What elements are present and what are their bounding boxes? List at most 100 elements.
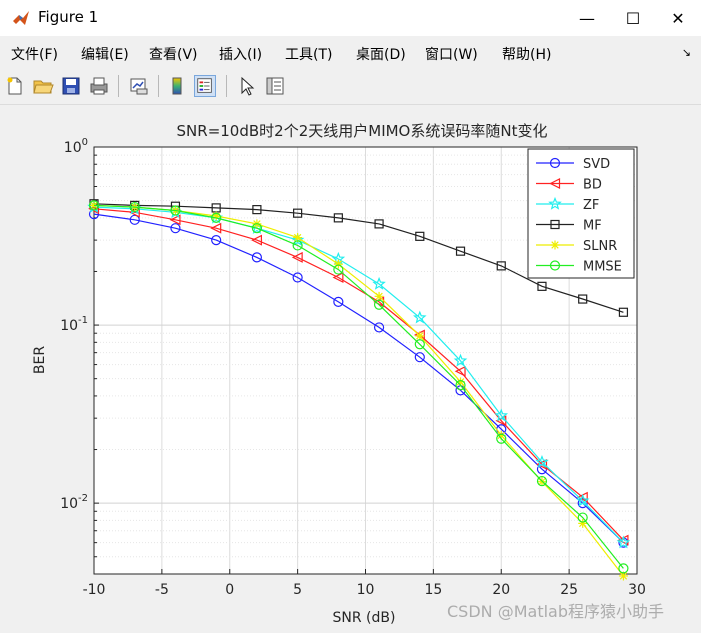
x-tick-label: -5: [155, 582, 169, 598]
data-point: [333, 296, 344, 307]
maximize-button[interactable]: ☐: [625, 8, 641, 28]
toolbar-separator: [118, 75, 119, 97]
x-tick-label: 20: [492, 582, 510, 598]
pointer-icon[interactable]: [236, 75, 258, 97]
legend-item-mf: MF: [536, 219, 602, 234]
y-tick-label: 10-2: [60, 493, 88, 512]
legend-icon[interactable]: [194, 75, 216, 97]
data-point: [293, 233, 303, 243]
menu-tools[interactable]: 工具(T): [285, 47, 333, 63]
y-tick-label: 10-1: [60, 315, 88, 334]
data-point: [415, 231, 425, 241]
data-point: [496, 433, 507, 444]
series-mmse: [88, 200, 629, 574]
ber-chart: -10 -5 0 5 10 15 20 25 30 100 10-1 10-2 SNR=10dB时2个…: [32, 122, 646, 626]
data-point: [494, 408, 509, 422]
menu-window[interactable]: 窗口(W): [425, 47, 478, 63]
data-point: [414, 352, 425, 363]
series-line-bd: [93, 208, 624, 541]
close-button[interactable]: ✕: [671, 8, 685, 28]
menu-edit[interactable]: 编辑(E): [81, 47, 129, 63]
x-tick-label: 10: [357, 582, 375, 598]
toolbar-separator: [226, 75, 227, 97]
data-point: [170, 205, 181, 216]
legend-item-mmse: MMSE: [536, 260, 622, 275]
x-tick-label: 30: [628, 582, 646, 598]
series-line-mf: [93, 203, 624, 313]
matlab-logo-icon: [13, 11, 29, 25]
data-point: [211, 211, 221, 221]
data-point: [251, 234, 262, 246]
window-title: Figure 1: [38, 8, 99, 26]
data-point: [129, 214, 140, 225]
data-point: [456, 377, 466, 387]
series-group: [87, 199, 631, 581]
toolbar: [0, 68, 701, 105]
data-point: [170, 223, 181, 234]
data-point: [292, 272, 303, 283]
legend-item-bd: BD: [536, 178, 602, 193]
data-point: [372, 276, 386, 290]
data-point: [536, 475, 548, 487]
data-point: [373, 322, 385, 333]
data-point: [251, 223, 262, 234]
legend-label: SVD: [583, 157, 610, 172]
title-bar: Figure 1 — ☐ ✕: [0, 0, 701, 36]
data-point: [88, 200, 100, 211]
data-point: [577, 512, 588, 523]
menu-insert[interactable]: 插入(I): [219, 47, 263, 63]
legend-item-slnr: SLNR: [536, 239, 617, 254]
data-point: [252, 205, 262, 215]
axis-ticks: -10 -5 0 5 10 15 20 25 30 100 10-1 10-2: [60, 137, 646, 598]
x-tick-label: 15: [424, 582, 442, 598]
y-tick-label: 100: [64, 137, 88, 156]
data-point: [455, 246, 466, 256]
save-icon[interactable]: [60, 75, 82, 97]
data-point: [374, 219, 384, 229]
data-point: [550, 219, 560, 230]
legend: SVD BD ZF MF SLNR MMSE: [527, 148, 635, 279]
x-tick-label: 25: [560, 582, 578, 598]
data-point: [496, 430, 506, 440]
menu-file[interactable]: 文件(F): [11, 47, 58, 63]
data-point: [292, 240, 303, 251]
data-point: [618, 307, 629, 317]
open-folder-icon[interactable]: [32, 75, 54, 97]
data-point: [578, 294, 588, 304]
menu-help[interactable]: 帮助(H): [502, 47, 552, 63]
data-point: [290, 232, 305, 246]
y-axis-label: BER: [32, 346, 48, 374]
data-point: [333, 213, 343, 223]
data-point: [414, 339, 425, 350]
data-point: [575, 493, 590, 507]
data-point: [454, 365, 466, 377]
legend-item-svd: SVD: [536, 157, 610, 172]
menu-view[interactable]: 查看(V): [149, 47, 198, 63]
legend-label: BD: [583, 178, 602, 193]
print-icon[interactable]: [88, 75, 110, 97]
data-point: [413, 310, 427, 324]
link-plot-icon[interactable]: [128, 75, 150, 97]
property-editor-icon[interactable]: [264, 75, 286, 97]
series-line-zf: [93, 206, 624, 544]
menu-desktop[interactable]: 桌面(D): [356, 47, 406, 63]
data-point: [333, 264, 344, 275]
data-point: [550, 240, 560, 250]
data-point: [618, 571, 628, 581]
menu-overflow-icon[interactable]: ↘: [681, 46, 691, 59]
minimize-button[interactable]: —: [579, 8, 595, 28]
data-point: [455, 380, 466, 391]
colorbar-icon[interactable]: [166, 75, 188, 97]
watermark: CSDN @Matlab程序猿小助手: [447, 602, 664, 621]
data-point: [333, 259, 343, 269]
data-point: [549, 260, 561, 271]
x-axis-label: SNR (dB): [333, 610, 396, 626]
legend-label: ZF: [583, 198, 599, 213]
new-file-icon[interactable]: [4, 75, 26, 97]
data-point: [373, 299, 385, 310]
data-point: [129, 201, 140, 213]
data-point: [415, 331, 425, 341]
data-point: [577, 498, 588, 509]
menu-bar: 文件(F) 编辑(E) 查看(V) 插入(I) 工具(T) 桌面(D) 窗口(W…: [0, 36, 701, 68]
legend-item-zf: ZF: [536, 196, 599, 213]
